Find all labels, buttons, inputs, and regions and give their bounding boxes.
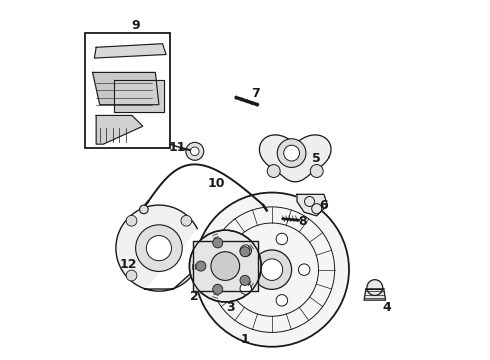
Text: 3: 3 <box>226 301 235 314</box>
Polygon shape <box>259 135 331 182</box>
Polygon shape <box>297 194 327 216</box>
Text: 2: 2 <box>191 290 199 303</box>
Text: 11: 11 <box>168 141 186 154</box>
Polygon shape <box>95 44 166 58</box>
Circle shape <box>367 280 383 296</box>
Circle shape <box>276 294 288 306</box>
Circle shape <box>213 238 223 248</box>
Circle shape <box>240 275 250 285</box>
Bar <box>85 33 170 148</box>
Circle shape <box>240 247 250 257</box>
Circle shape <box>277 139 306 167</box>
Circle shape <box>126 215 137 226</box>
Circle shape <box>240 245 251 256</box>
Circle shape <box>147 235 172 261</box>
Circle shape <box>211 252 240 280</box>
Text: 12: 12 <box>120 258 137 271</box>
Circle shape <box>190 230 261 302</box>
Text: 10: 10 <box>208 177 225 190</box>
Circle shape <box>191 147 199 156</box>
Circle shape <box>196 261 206 271</box>
Circle shape <box>140 205 148 214</box>
Text: 8: 8 <box>298 215 307 228</box>
Polygon shape <box>96 116 143 144</box>
Polygon shape <box>116 205 197 291</box>
Text: 7: 7 <box>251 87 260 100</box>
Circle shape <box>126 270 137 281</box>
Polygon shape <box>364 289 386 300</box>
Text: 4: 4 <box>382 301 391 314</box>
Text: 1: 1 <box>241 333 249 346</box>
Text: 9: 9 <box>131 19 140 32</box>
Text: 5: 5 <box>312 152 321 165</box>
Circle shape <box>186 142 204 160</box>
Text: 6: 6 <box>319 199 328 212</box>
Polygon shape <box>114 80 164 112</box>
Circle shape <box>252 250 292 289</box>
Polygon shape <box>193 241 258 291</box>
Circle shape <box>136 225 182 271</box>
Circle shape <box>195 193 349 347</box>
Circle shape <box>240 283 251 294</box>
Circle shape <box>261 259 283 280</box>
Circle shape <box>181 215 192 226</box>
Circle shape <box>213 284 223 294</box>
Circle shape <box>267 165 280 177</box>
Circle shape <box>284 145 299 161</box>
Circle shape <box>310 165 323 177</box>
Polygon shape <box>93 72 159 105</box>
Circle shape <box>298 264 310 275</box>
Circle shape <box>276 233 288 245</box>
